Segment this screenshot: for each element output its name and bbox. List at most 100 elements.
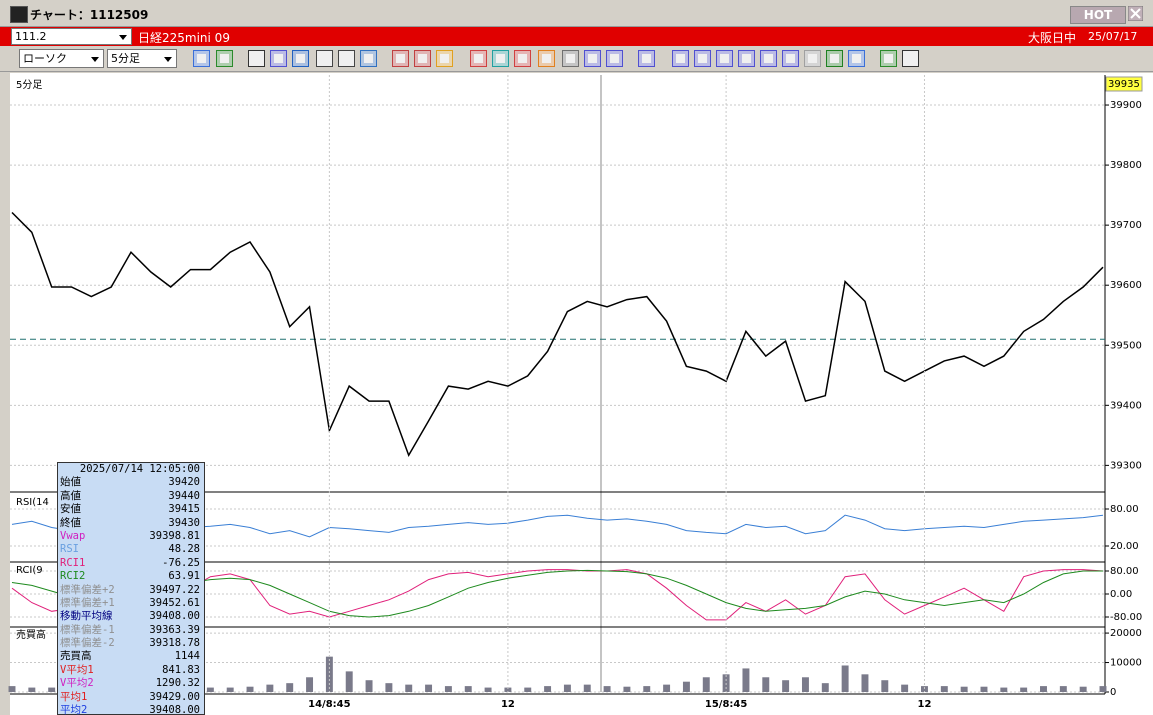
toolbar-button[interactable] bbox=[392, 50, 409, 67]
y-tick-label: 39500 bbox=[1110, 340, 1142, 351]
volume-bar bbox=[286, 683, 294, 692]
y-tick-label: 39300 bbox=[1110, 460, 1142, 471]
info-value: 39408.00 bbox=[149, 704, 200, 715]
toolbar-button[interactable] bbox=[470, 50, 487, 67]
toolbar-button[interactable] bbox=[270, 50, 287, 67]
info-value: 39452.61 bbox=[149, 596, 200, 609]
instrument-name: 日経225mini 09 bbox=[138, 31, 230, 45]
hot-button[interactable]: HOT bbox=[1070, 6, 1126, 24]
toolbar-button[interactable] bbox=[514, 50, 531, 67]
info-value: 39429.00 bbox=[149, 690, 200, 703]
volume-bar bbox=[742, 668, 750, 692]
toolbar-button[interactable] bbox=[638, 50, 655, 67]
volume-bar bbox=[643, 686, 651, 692]
info-value: 39318.78 bbox=[149, 637, 200, 650]
app-icon bbox=[10, 6, 28, 23]
info-value: 39430 bbox=[168, 516, 200, 529]
toolbar-button[interactable] bbox=[216, 50, 233, 67]
volume-bar bbox=[544, 686, 552, 692]
toolbar-button[interactable] bbox=[738, 50, 755, 67]
toolbar-button[interactable] bbox=[538, 50, 555, 67]
last-price-box bbox=[1105, 76, 1143, 92]
panel-label: RSI(14 bbox=[16, 497, 49, 508]
last-price-label: 39935 bbox=[1108, 79, 1140, 90]
info-value: 39363.39 bbox=[149, 623, 200, 636]
info-label: RCI2 bbox=[60, 570, 86, 583]
volume-bar bbox=[841, 665, 849, 692]
info-label: 平均2 bbox=[60, 704, 88, 715]
info-row: 移動平均線 39408.00 bbox=[58, 610, 204, 623]
y-tick-label: 39800 bbox=[1110, 160, 1142, 171]
toolbar-button[interactable] bbox=[193, 50, 210, 67]
volume-bar bbox=[663, 684, 671, 692]
info-row: RSI 48.28 bbox=[58, 543, 204, 556]
panel-label: 売買高 bbox=[16, 628, 46, 641]
y-tick-label: 10000 bbox=[1110, 658, 1142, 669]
toolbar-button[interactable] bbox=[902, 50, 919, 67]
toolbar-button[interactable] bbox=[694, 50, 711, 67]
info-row: 標準偏差-1 39363.39 bbox=[58, 624, 204, 637]
x-tick-label: 12 bbox=[501, 699, 515, 710]
volume-bar bbox=[484, 687, 492, 692]
toolbar-button[interactable] bbox=[782, 50, 799, 67]
y-tick-label: 39700 bbox=[1110, 220, 1142, 231]
toolbar-button[interactable] bbox=[606, 50, 623, 67]
info-row: 高値 39440 bbox=[58, 490, 204, 503]
toolbar-button[interactable] bbox=[414, 50, 431, 67]
volume-bar bbox=[801, 677, 809, 692]
series-line bbox=[11, 211, 1104, 457]
info-label: 安値 bbox=[60, 503, 81, 516]
volume-bar bbox=[425, 684, 433, 692]
volume-bar bbox=[940, 686, 948, 692]
volume-bar bbox=[1059, 686, 1067, 692]
toolbar-button[interactable] bbox=[848, 50, 865, 67]
toolbar-button[interactable] bbox=[826, 50, 843, 67]
info-label: 始値 bbox=[60, 476, 81, 489]
info-value: 39440 bbox=[168, 489, 200, 502]
volume-bar bbox=[901, 684, 909, 692]
info-row: 売買高 1144 bbox=[58, 650, 204, 663]
volume-bar bbox=[881, 680, 889, 692]
toolbar-button[interactable] bbox=[316, 50, 333, 67]
toolbar-button[interactable] bbox=[584, 50, 601, 67]
toolbar-button[interactable] bbox=[716, 50, 733, 67]
toolbar-button[interactable] bbox=[880, 50, 897, 67]
toolbar-button[interactable] bbox=[338, 50, 355, 67]
volume-bar bbox=[48, 687, 56, 692]
info-row: 安値 39415 bbox=[58, 503, 204, 516]
volume-bar bbox=[504, 687, 512, 692]
info-label: RSI bbox=[60, 543, 79, 556]
info-row: 標準偏差+1 39452.61 bbox=[58, 597, 204, 610]
info-datetime: 2025/07/14 12:05:00 bbox=[79, 463, 200, 475]
volume-bar bbox=[28, 687, 36, 692]
toolbar-button[interactable] bbox=[436, 50, 453, 67]
volume-bar bbox=[782, 680, 790, 692]
volume-bar bbox=[524, 687, 532, 692]
info-label: 高値 bbox=[60, 489, 81, 502]
toolbar-button[interactable] bbox=[804, 50, 821, 67]
info-label: Vwap bbox=[60, 529, 86, 542]
window-title: チャート：1112509 bbox=[30, 8, 149, 22]
toolbar: ローソク 5分足 bbox=[0, 46, 1153, 72]
toolbar-button[interactable] bbox=[292, 50, 309, 67]
chart-type-dropdown[interactable]: ローソク bbox=[19, 49, 104, 68]
y-tick-label: 80.00 bbox=[1110, 504, 1139, 515]
volume-bar bbox=[583, 684, 591, 692]
toolbar-button[interactable] bbox=[672, 50, 689, 67]
toolbar-button[interactable] bbox=[760, 50, 777, 67]
toolbar-button[interactable] bbox=[248, 50, 265, 67]
toolbar-button[interactable] bbox=[562, 50, 579, 67]
info-value: 39420 bbox=[168, 476, 200, 489]
volume-bar bbox=[960, 686, 968, 692]
interval-dropdown[interactable]: 5分足 bbox=[107, 49, 177, 68]
volume-bar bbox=[623, 686, 631, 692]
volume-bar bbox=[1020, 687, 1028, 692]
volume-bar bbox=[1040, 686, 1047, 692]
code-dropdown[interactable]: 111.2 bbox=[11, 28, 132, 45]
close-button[interactable] bbox=[1128, 6, 1143, 21]
toolbar-button[interactable] bbox=[360, 50, 377, 67]
info-label: 標準偏差+2 bbox=[60, 583, 115, 596]
info-value: 48.28 bbox=[168, 543, 200, 556]
toolbar-button[interactable] bbox=[492, 50, 509, 67]
